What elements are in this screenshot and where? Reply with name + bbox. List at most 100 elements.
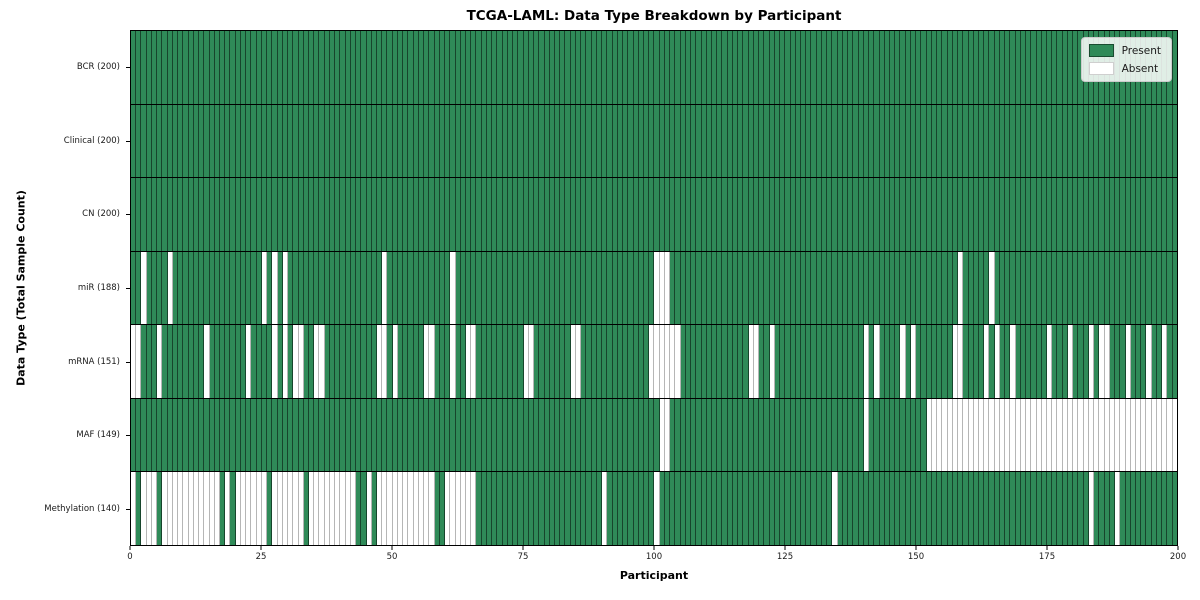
cell [303,104,309,178]
cell [801,31,807,104]
cell [670,398,676,472]
cell [717,31,723,104]
cell [575,251,582,325]
cell [889,472,896,546]
cell [534,251,540,325]
cell [366,472,372,546]
cell [1073,325,1079,398]
cell [486,251,493,325]
cell [371,398,378,472]
cell [1120,178,1126,251]
cell [528,472,535,546]
cell [1052,325,1058,398]
cell [1136,472,1142,546]
cell [617,31,624,104]
cell [612,398,618,472]
cell [345,472,351,546]
cell [895,472,901,546]
cell [947,104,953,178]
cell [727,325,733,398]
cell [884,472,890,546]
cell [340,251,346,325]
cell [1010,325,1016,398]
cell [403,31,409,104]
cell [738,325,744,398]
cell [727,251,733,325]
cell [926,31,932,104]
cell [696,178,702,251]
cell [774,178,781,251]
cell [701,398,707,472]
x-tick-mark [391,546,393,550]
cell [1151,104,1157,178]
cell [638,325,644,398]
cell [455,251,461,325]
cell [1041,325,1048,398]
cell [450,472,456,546]
cell [827,104,833,178]
plot-area [130,30,1178,546]
cell [895,31,901,104]
cell [460,398,466,472]
cell [638,104,644,178]
cell [528,104,535,178]
cell [554,31,561,104]
cell [408,251,414,325]
cell [356,325,362,398]
cell [1052,178,1058,251]
cell [1109,104,1116,178]
cell [602,472,608,546]
x-tick-label: 175 [1038,552,1056,562]
cell [910,178,917,251]
cell [439,104,446,178]
y-tick-mark [126,140,130,142]
cell [193,178,200,251]
cell [633,31,639,104]
cell [952,104,959,178]
cell [921,325,927,398]
cell [445,472,451,546]
cell [183,31,189,104]
cell [649,251,655,325]
cell [685,104,692,178]
cell [617,104,624,178]
cell [607,178,613,251]
cell [314,31,320,104]
cell [1010,178,1016,251]
cell [722,178,728,251]
cell [251,251,257,325]
cell [424,31,430,104]
cell [471,251,477,325]
cell [931,251,938,325]
cell [848,31,854,104]
cell [1031,31,1037,104]
cell [534,472,540,546]
cell [549,104,555,178]
cell [931,398,938,472]
cell [581,472,587,546]
cell [717,251,723,325]
cell [748,104,754,178]
cell [1083,251,1089,325]
y-tick-labels: BCR (200) Clinical (200) CN (200) miR (188)… [0,30,130,546]
cell [219,398,226,472]
cell [235,178,241,251]
cell [350,104,357,178]
cell [356,31,362,104]
cell [837,472,843,546]
cell [989,325,995,398]
cell [251,104,257,178]
cell [397,31,404,104]
cell [523,398,529,472]
cell [1146,472,1152,546]
cell [230,398,236,472]
cell [392,31,398,104]
cell [1094,472,1100,546]
cell [214,104,220,178]
cell [199,104,205,178]
cell [1020,472,1027,546]
cell [706,325,713,398]
cell [989,472,995,546]
cell [424,251,430,325]
cell [848,398,854,472]
